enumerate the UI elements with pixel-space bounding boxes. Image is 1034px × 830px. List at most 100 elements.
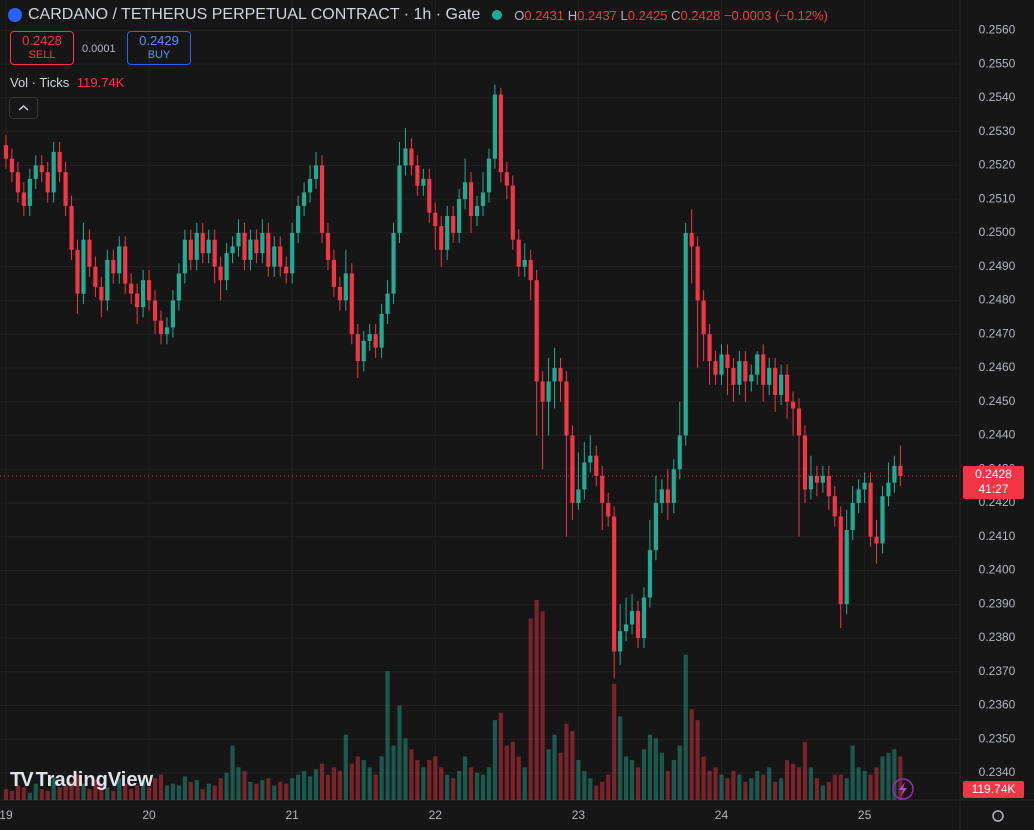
collapse-button[interactable] — [9, 97, 38, 119]
volume-bar — [313, 769, 319, 800]
candle-body — [141, 280, 146, 308]
candle-body — [212, 239, 217, 267]
volume-bar — [176, 785, 181, 800]
candle-body — [814, 475, 819, 483]
candle-body — [373, 334, 378, 348]
volume-bar — [87, 789, 92, 800]
y-tick-label: 0.2490 — [979, 259, 1016, 273]
volume-bar — [9, 790, 15, 800]
volume-bar — [224, 772, 229, 800]
volume-bar — [397, 705, 402, 800]
candle-body — [528, 259, 533, 281]
lightning-icon[interactable] — [892, 778, 914, 800]
candle-body — [820, 475, 825, 483]
candle-body — [57, 151, 62, 173]
candle-body — [391, 232, 396, 294]
y-tick-label: 0.2410 — [979, 529, 1016, 543]
candle-body — [463, 182, 468, 200]
buy-button[interactable]: 0.2429 BUY — [127, 31, 191, 65]
volume-bar — [618, 716, 623, 800]
volume-bar — [492, 720, 497, 800]
candle-body — [701, 300, 706, 335]
volume-bar — [158, 774, 164, 800]
volume-bar — [820, 785, 825, 800]
candle-body — [39, 165, 44, 173]
candle-body — [862, 482, 867, 490]
volume-bar — [123, 783, 128, 800]
candle-body — [457, 199, 462, 233]
volume-bar — [594, 785, 599, 800]
candle-body — [892, 465, 897, 483]
candle-body — [206, 239, 211, 254]
volume-bar — [367, 767, 372, 800]
volume-bar — [713, 767, 718, 800]
candle-body — [170, 300, 176, 328]
sell-button[interactable]: 0.2428 SELL — [10, 31, 74, 65]
volume-bar — [164, 785, 170, 800]
volume-bar — [51, 778, 56, 800]
volume-bar — [719, 774, 724, 800]
volume-bar — [194, 780, 199, 800]
candle-body — [254, 239, 259, 254]
volume-bar — [749, 778, 754, 800]
volume-bar — [260, 780, 265, 800]
candle-body — [188, 239, 193, 260]
symbol-title[interactable]: CARDANO / TETHERUS PERPETUAL CONTRACT · … — [28, 6, 481, 23]
candle-body — [409, 148, 414, 166]
candle-body — [629, 610, 635, 625]
volume-bar — [844, 778, 849, 800]
candle-body — [27, 178, 32, 206]
candle-body — [361, 340, 366, 362]
volume-bar — [290, 778, 295, 800]
volume-bar — [266, 778, 271, 800]
brand-logo: TV — [10, 769, 34, 791]
candle-body — [480, 192, 486, 206]
volume-bar — [826, 781, 831, 800]
candle-body — [618, 631, 623, 652]
candle-body — [689, 232, 694, 247]
volume-bar — [898, 756, 903, 800]
volume-bar — [349, 763, 354, 800]
volume-title: Vol · Ticks — [10, 75, 70, 90]
volume-bar — [832, 774, 837, 800]
volume-bar — [701, 756, 706, 800]
volume-bar — [498, 712, 503, 800]
volume-bar — [743, 781, 748, 800]
candle-body — [194, 232, 199, 260]
settings-icon[interactable] — [992, 810, 1004, 822]
volume-bar — [856, 767, 861, 800]
volume-bar — [558, 752, 563, 800]
volume-bar — [790, 763, 796, 800]
candle-body — [319, 165, 325, 233]
volume-bar — [302, 770, 307, 800]
candle-body — [325, 232, 331, 260]
market-status[interactable] — [492, 10, 503, 20]
grid — [0, 0, 960, 800]
buy-label: BUY — [147, 49, 171, 61]
candle-body — [93, 266, 98, 287]
volume-bar — [307, 776, 313, 800]
candle-body — [224, 253, 229, 281]
volume-bar — [57, 787, 62, 800]
candle-body — [87, 239, 92, 267]
volume-bar — [385, 671, 390, 800]
y-tick-label: 0.2470 — [979, 326, 1016, 340]
volume-bar — [81, 783, 86, 800]
candle-body — [129, 283, 134, 294]
candle-body — [898, 465, 903, 476]
candle-body — [433, 212, 438, 227]
buy-price: 0.2429 — [139, 33, 179, 48]
candle-body — [474, 205, 480, 217]
volume-bar — [868, 774, 873, 800]
candle-body — [379, 313, 384, 348]
candle-body — [576, 489, 581, 503]
candle-body — [486, 158, 492, 193]
brand-name: TradingView — [35, 769, 154, 791]
candle-body — [445, 216, 450, 250]
price-tag-value: 0.2428 — [975, 467, 1012, 481]
volume-bar — [182, 776, 187, 800]
y-tick-label: 0.2440 — [979, 428, 1016, 442]
x-tick-label: 23 — [572, 808, 586, 822]
y-tick-label: 0.2560 — [979, 23, 1016, 37]
